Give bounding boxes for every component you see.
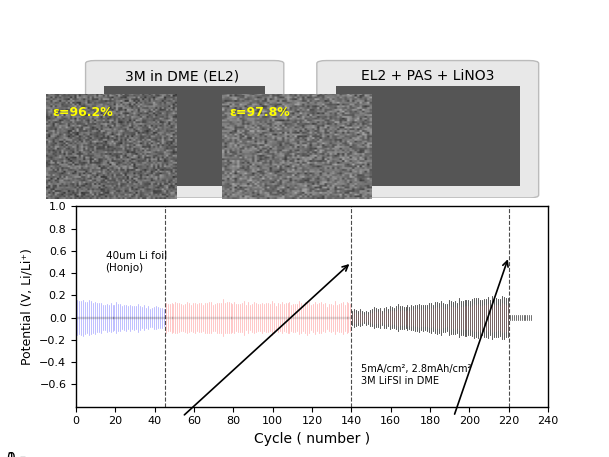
FancyBboxPatch shape — [317, 61, 538, 198]
X-axis label: Cycle ( number ): Cycle ( number ) — [254, 432, 370, 446]
Bar — [105, 86, 265, 186]
Text: ε=96.2%: ε=96.2% — [52, 106, 113, 119]
FancyBboxPatch shape — [85, 61, 284, 198]
Text: 5mA/cm², 2.8mAh/cm²
3M LiFSI in DME: 5mA/cm², 2.8mAh/cm² 3M LiFSI in DME — [361, 364, 471, 386]
Text: ε=97.8%: ε=97.8% — [230, 106, 290, 119]
Y-axis label: Potential (V, Li/Li⁺): Potential (V, Li/Li⁺) — [21, 248, 33, 365]
Bar — [336, 86, 520, 186]
Text: 3M in DME (EL2): 3M in DME (EL2) — [125, 69, 239, 83]
Text: 40um Li foil
(Honjo): 40um Li foil (Honjo) — [105, 251, 167, 272]
Text: EL2 + PAS + LiNO3: EL2 + PAS + LiNO3 — [361, 69, 495, 83]
